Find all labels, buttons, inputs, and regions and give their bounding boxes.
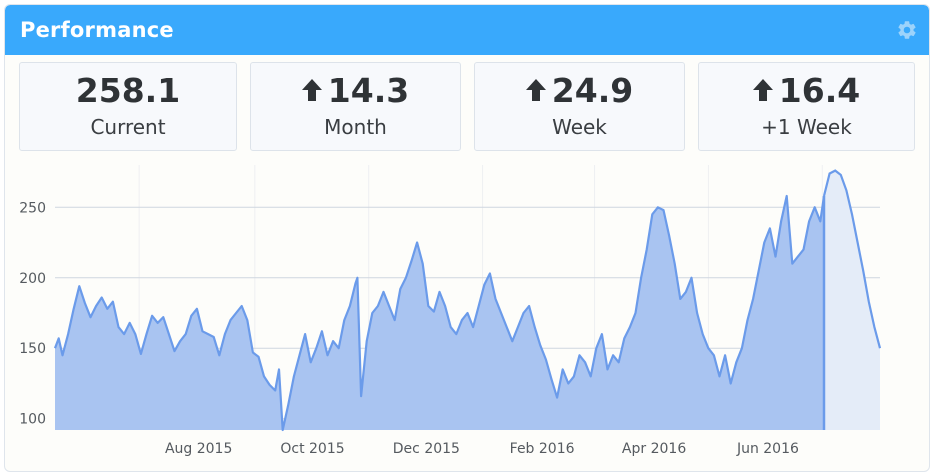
arrow-up-icon — [752, 79, 773, 101]
y-tick-label: 150 — [19, 341, 46, 357]
stat-month: 14.3 Month — [250, 62, 461, 151]
panel-header: Performance — [5, 5, 929, 55]
stat-week-label: Week — [552, 115, 607, 139]
x-tick-label: Oct 2015 — [280, 441, 344, 457]
stat-week: 24.9 Week — [474, 62, 685, 151]
stat-current-value: 258.1 — [75, 71, 181, 110]
x-tick-label: Apr 2016 — [622, 441, 686, 457]
projection-line — [822, 169, 882, 349]
stat-next-week-value: 16.4 — [778, 71, 861, 110]
series-line — [53, 194, 826, 432]
stat-current: 258.1 Current — [19, 62, 237, 151]
x-tick-label: Aug 2015 — [165, 441, 232, 457]
stat-week-value: 24.9 — [551, 71, 634, 110]
stat-next-week-label: +1 Week — [761, 115, 852, 139]
y-tick-label: 200 — [19, 271, 46, 287]
gear-icon[interactable] — [896, 19, 918, 41]
y-tick-label: 250 — [19, 200, 46, 216]
stat-month-value: 14.3 — [327, 71, 410, 110]
stat-month-label: Month — [324, 115, 387, 139]
projection-area — [824, 170, 880, 430]
x-tick-label: Dec 2015 — [393, 441, 460, 457]
arrow-up-icon — [301, 79, 322, 101]
stat-next-week: 16.4 +1 Week — [698, 62, 915, 151]
y-tick-label: 100 — [19, 412, 46, 428]
series-area — [55, 196, 824, 430]
x-tick-label: Jun 2016 — [736, 441, 799, 457]
stat-current-label: Current — [90, 115, 166, 139]
panel-title: Performance — [20, 18, 174, 42]
x-tick-label: Feb 2016 — [510, 441, 575, 457]
arrow-up-icon — [525, 79, 546, 101]
